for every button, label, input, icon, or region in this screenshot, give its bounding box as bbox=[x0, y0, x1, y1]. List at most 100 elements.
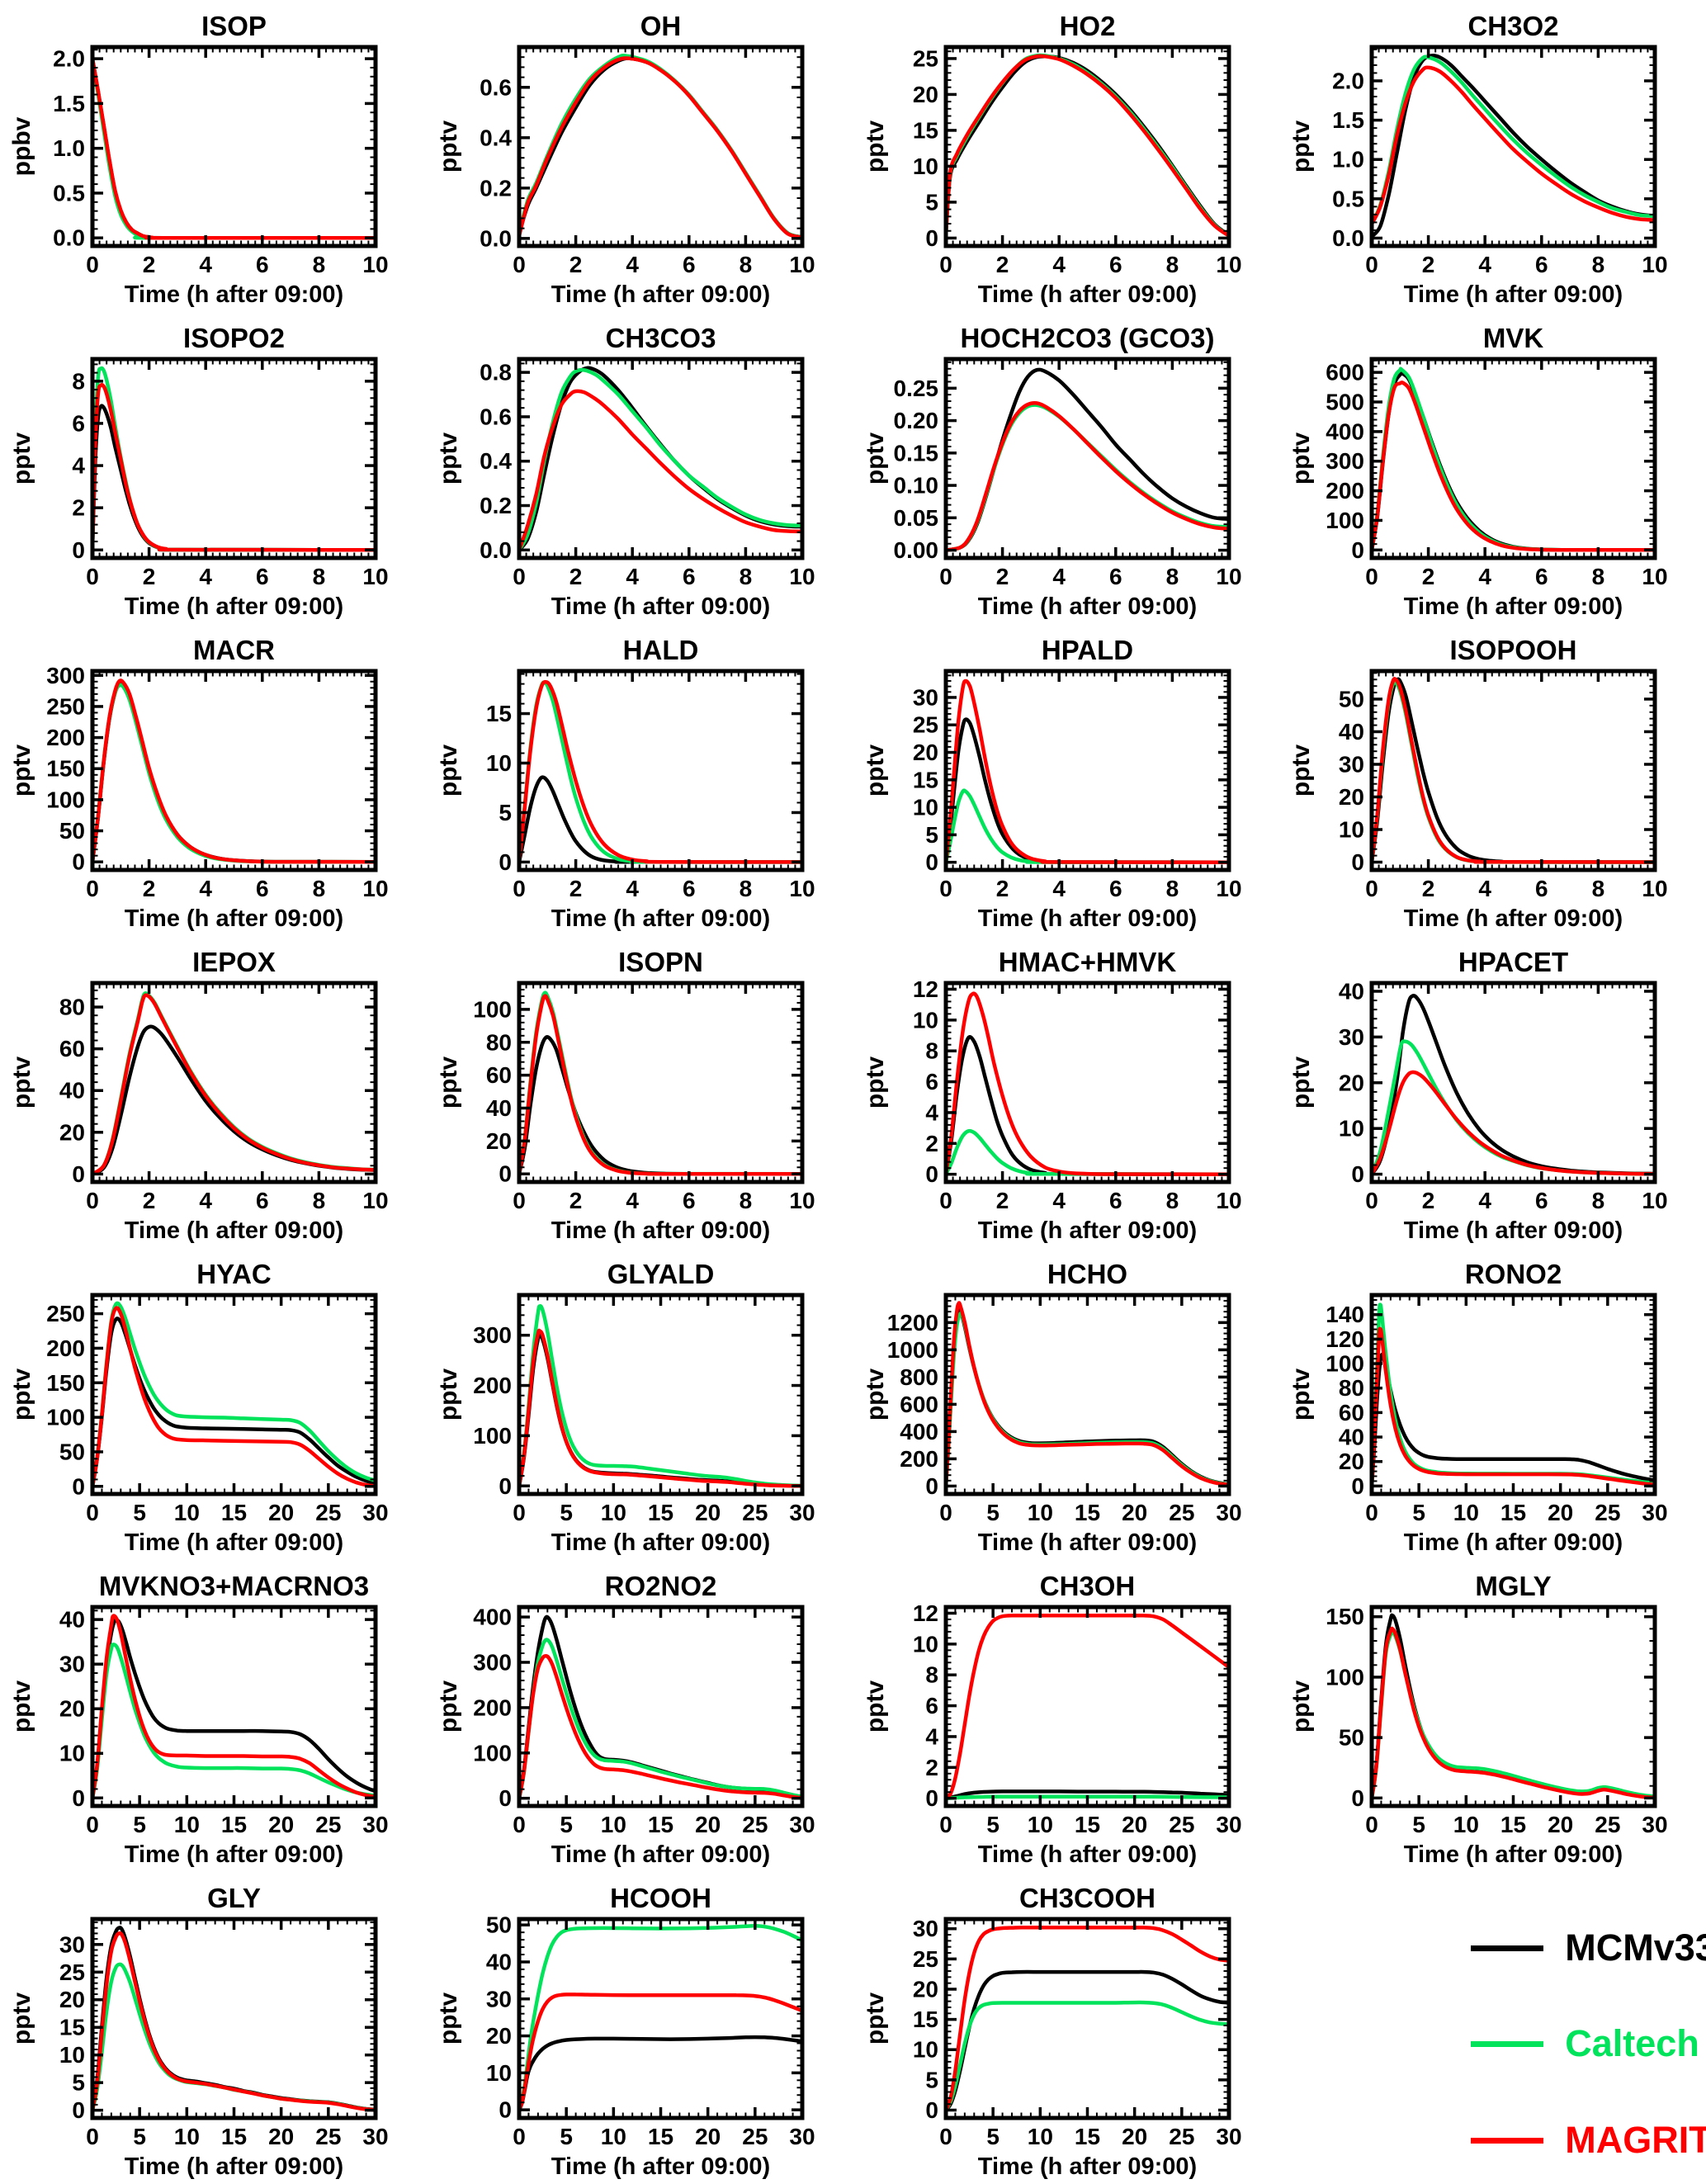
y-tick-label: 20 bbox=[486, 1128, 512, 1154]
y-tick-label: 0 bbox=[925, 1161, 938, 1187]
y-tick-label: 1000 bbox=[886, 1337, 938, 1363]
x-tick-label: 2 bbox=[1422, 876, 1435, 901]
x-tick-label: 25 bbox=[742, 1500, 768, 1525]
x-tick-label: 2 bbox=[995, 564, 1009, 589]
y-axis-label: ppbv bbox=[8, 116, 35, 176]
y-tick-label: 0 bbox=[1352, 537, 1365, 563]
x-tick-label: 6 bbox=[683, 1188, 696, 1213]
y-tick-label: 0.6 bbox=[480, 74, 512, 100]
series-MCMv331 bbox=[518, 775, 802, 864]
y-tick-label: 12 bbox=[912, 1600, 938, 1626]
y-tick-label: 6 bbox=[925, 1693, 938, 1718]
chart-title: ISOP bbox=[201, 11, 267, 41]
x-tick-label: 10 bbox=[174, 1812, 200, 1837]
chart-title: OH bbox=[640, 11, 682, 41]
y-tick-label: 100 bbox=[1326, 508, 1365, 533]
chart-hmac-hmvk: HMAC+HMVK 0 2 4 6 8 10 0 2 4 6 8 10 12 Time (h after 0… bbox=[853, 936, 1280, 1248]
chart-isop: ISOP 0 2 4 6 8 10 0.0 0.5 1.0 1.5 2.0 Time (h after … bbox=[0, 0, 427, 312]
x-tick-label: 30 bbox=[1216, 1500, 1241, 1525]
x-tick-label: 15 bbox=[1074, 2124, 1099, 2149]
x-tick-label: 8 bbox=[313, 252, 326, 277]
x-axis-label: Time (h after 09:00) bbox=[977, 1529, 1196, 1556]
x-tick-label: 25 bbox=[315, 2124, 341, 2149]
x-tick-label: 30 bbox=[1642, 1812, 1668, 1837]
x-tick-label: 10 bbox=[362, 1188, 388, 1213]
x-tick-label: 5 bbox=[560, 2124, 573, 2149]
x-axis-label: Time (h after 09:00) bbox=[1404, 905, 1623, 932]
x-axis-label: Time (h after 09:00) bbox=[977, 281, 1196, 308]
y-tick-label: 0 bbox=[499, 849, 512, 875]
y-tick-label: 100 bbox=[46, 787, 85, 812]
y-tick-label: 0 bbox=[72, 1785, 85, 1811]
chart-ch3oh: CH3OH 0 5 10 15 20 25 30 0 2 4 6 8 10 12 Time (h after … bbox=[853, 1560, 1280, 1872]
x-tick-label: 10 bbox=[1216, 876, 1241, 901]
y-tick-label: 12 bbox=[912, 976, 938, 1002]
x-tick-label: 10 bbox=[789, 1188, 815, 1213]
x-tick-label: 20 bbox=[695, 2124, 721, 2149]
y-axis-label: pptv bbox=[8, 1057, 35, 1109]
chart-ch3o2: CH3O2 0 2 4 6 8 10 0.0 0.5 1.0 1.5 2.0 Time (h after… bbox=[1279, 0, 1706, 312]
series-Caltech bbox=[92, 1301, 376, 1489]
x-tick-label: 10 bbox=[174, 2124, 200, 2149]
x-tick-label: 0 bbox=[513, 1500, 526, 1525]
y-tick-label: 0.4 bbox=[480, 448, 512, 474]
y-tick-label: 300 bbox=[473, 1649, 512, 1675]
x-tick-label: 2 bbox=[569, 252, 583, 277]
series-Caltech bbox=[945, 788, 1229, 864]
chart-gly: GLY 0 5 10 15 20 25 30 0 5 10 15 20 25 30 Time (h after… bbox=[0, 1872, 427, 2184]
x-axis-label: Time (h after 09:00) bbox=[551, 1217, 770, 1244]
chart-hpacet: HPACET 0 2 4 6 8 10 0 10 20 30 40 Time (h after 09:0… bbox=[1279, 936, 1706, 1248]
y-tick-label: 4 bbox=[925, 1723, 938, 1749]
y-tick-label: 20 bbox=[912, 82, 938, 107]
y-tick-label: 20 bbox=[912, 740, 938, 765]
legend-label: Caltech bbox=[1565, 2022, 1699, 2064]
x-tick-label: 4 bbox=[626, 252, 639, 277]
y-tick-label: 0 bbox=[1352, 1785, 1365, 1811]
x-tick-label: 0 bbox=[86, 1188, 99, 1213]
y-tick-label: 0 bbox=[72, 1161, 85, 1187]
y-axis-label: pptv bbox=[435, 1369, 462, 1421]
y-tick-label: 15 bbox=[912, 767, 938, 792]
x-tick-label: 4 bbox=[1052, 876, 1066, 901]
x-tick-label: 6 bbox=[1109, 876, 1122, 901]
series-MCMv331 bbox=[945, 54, 1229, 238]
series-MAGRITTE bbox=[945, 678, 1229, 864]
x-tick-label: 30 bbox=[789, 2124, 815, 2149]
x-tick-label: 2 bbox=[143, 252, 156, 277]
x-tick-label: 25 bbox=[315, 1812, 341, 1837]
x-tick-label: 0 bbox=[86, 2124, 99, 2149]
y-tick-label: 10 bbox=[912, 154, 938, 179]
x-tick-label: 10 bbox=[174, 1500, 200, 1525]
x-tick-label: 5 bbox=[986, 1500, 999, 1525]
x-tick-label: 10 bbox=[1027, 1812, 1052, 1837]
series-MAGRITTE bbox=[92, 1614, 376, 1800]
series-MCMv331 bbox=[92, 56, 376, 240]
series-MAGRITTE bbox=[945, 401, 1229, 552]
x-tick-label: 20 bbox=[695, 1500, 721, 1525]
y-tick-label: 120 bbox=[1326, 1326, 1365, 1352]
x-tick-label: 25 bbox=[315, 1500, 341, 1525]
x-tick-label: 5 bbox=[1413, 1500, 1426, 1525]
y-tick-label: 50 bbox=[1339, 1725, 1364, 1751]
x-tick-label: 0 bbox=[1365, 1188, 1378, 1213]
y-tick-label: 40 bbox=[486, 1949, 512, 1974]
series-Caltech bbox=[1372, 54, 1656, 226]
x-tick-label: 4 bbox=[199, 1188, 212, 1213]
chart-title: CH3COOH bbox=[1018, 1883, 1155, 1913]
series-MAGRITTE bbox=[518, 56, 802, 239]
chart-title: HPACET bbox=[1458, 947, 1568, 977]
y-tick-label: 500 bbox=[1326, 390, 1365, 415]
chart-title: RO2NO2 bbox=[604, 1571, 716, 1601]
legend-item-mcmv331: MCMv331 bbox=[1471, 1926, 1706, 1969]
x-tick-label: 4 bbox=[199, 876, 212, 901]
x-tick-label: 6 bbox=[683, 564, 696, 589]
y-tick-label: 0 bbox=[72, 537, 85, 563]
y-tick-label: 0 bbox=[925, 1785, 938, 1811]
x-tick-label: 20 bbox=[1548, 1500, 1573, 1525]
x-tick-label: 30 bbox=[362, 1812, 388, 1837]
x-tick-label: 10 bbox=[789, 252, 815, 277]
x-axis-label: Time (h after 09:00) bbox=[125, 1529, 343, 1556]
series-Caltech bbox=[518, 680, 802, 864]
x-tick-label: 6 bbox=[683, 876, 696, 901]
y-tick-label: 0.15 bbox=[893, 440, 938, 466]
